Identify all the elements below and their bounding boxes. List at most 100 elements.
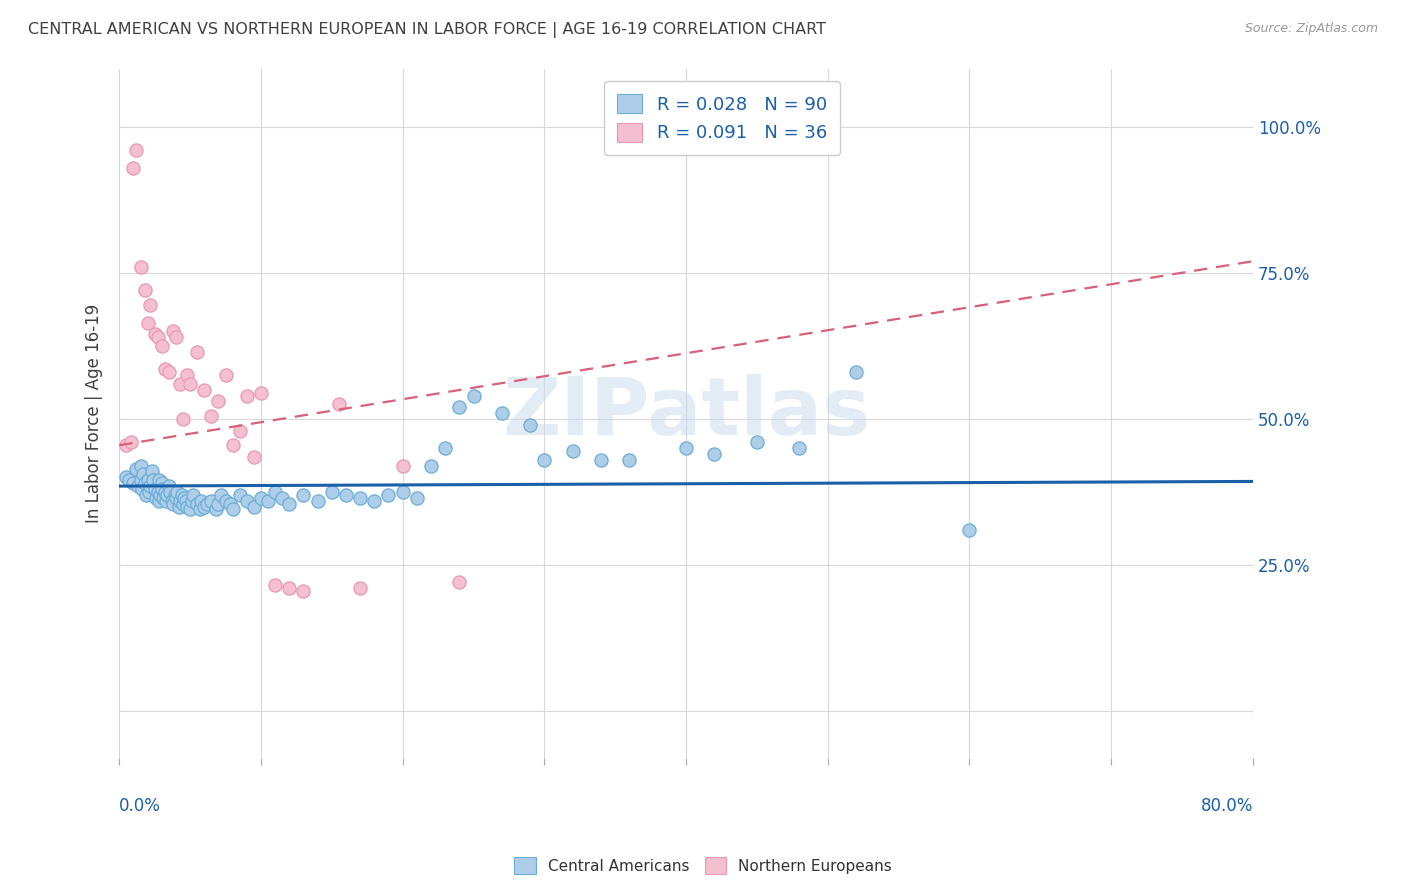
Point — [145, 491, 167, 505]
Point — [420, 458, 443, 473]
Point — [391, 485, 413, 500]
Point — [250, 491, 273, 505]
Point — [179, 376, 201, 391]
Point — [349, 582, 371, 596]
Point — [170, 488, 193, 502]
Point — [335, 488, 357, 502]
Point — [149, 488, 172, 502]
Point — [214, 493, 236, 508]
Point — [172, 497, 194, 511]
Point — [349, 491, 371, 505]
Point — [115, 438, 138, 452]
Point — [159, 485, 181, 500]
Point — [148, 473, 170, 487]
Point — [136, 473, 159, 487]
Point — [257, 493, 280, 508]
Point — [150, 482, 173, 496]
Point — [173, 491, 195, 505]
Point — [207, 497, 229, 511]
Point — [218, 497, 240, 511]
Point — [141, 465, 163, 479]
Point — [166, 485, 188, 500]
Point — [292, 488, 315, 502]
Point — [405, 491, 427, 505]
Point — [200, 493, 222, 508]
Point — [162, 497, 184, 511]
Point — [129, 458, 152, 473]
Point — [125, 461, 148, 475]
Point — [236, 493, 259, 508]
Point — [204, 502, 226, 516]
Point — [491, 406, 513, 420]
Point — [172, 412, 194, 426]
Point — [134, 476, 156, 491]
Point — [278, 497, 301, 511]
Point — [118, 473, 141, 487]
Point — [138, 485, 160, 500]
Text: ZIPatlas: ZIPatlas — [502, 374, 870, 452]
Point — [209, 488, 232, 502]
Point — [292, 584, 315, 599]
Point — [236, 388, 259, 402]
Point — [228, 488, 250, 502]
Point — [180, 493, 202, 508]
Point — [136, 316, 159, 330]
Point — [243, 500, 266, 514]
Point — [271, 491, 294, 505]
Point — [150, 339, 173, 353]
Point — [250, 385, 273, 400]
Point — [195, 497, 218, 511]
Point — [148, 493, 170, 508]
Point — [703, 447, 725, 461]
Point — [160, 493, 183, 508]
Point — [264, 578, 287, 592]
Point — [162, 324, 184, 338]
Point — [214, 368, 236, 383]
Point — [122, 161, 145, 175]
Point — [142, 473, 165, 487]
Point — [589, 452, 612, 467]
Point — [278, 582, 301, 596]
Point — [221, 502, 243, 516]
Point — [463, 388, 485, 402]
Point — [449, 401, 471, 415]
Point — [132, 467, 155, 482]
Point — [143, 327, 166, 342]
Point — [165, 330, 187, 344]
Point — [129, 473, 152, 487]
Point — [150, 476, 173, 491]
Point — [186, 344, 208, 359]
Point — [179, 502, 201, 516]
Point — [363, 493, 385, 508]
Y-axis label: In Labor Force | Age 16-19: In Labor Force | Age 16-19 — [86, 303, 103, 523]
Point — [176, 368, 198, 383]
Point — [181, 488, 204, 502]
Point — [139, 479, 162, 493]
Point — [115, 470, 138, 484]
Point — [157, 479, 180, 493]
Point — [143, 482, 166, 496]
Point — [190, 493, 212, 508]
Point — [134, 284, 156, 298]
Point — [221, 438, 243, 452]
Point — [845, 365, 868, 379]
Point — [193, 500, 215, 514]
Point — [153, 362, 176, 376]
Point — [377, 488, 399, 502]
Point — [127, 479, 149, 493]
Point — [186, 497, 208, 511]
Point — [789, 441, 811, 455]
Point — [146, 485, 169, 500]
Point — [561, 444, 583, 458]
Legend: R = 0.028   N = 90, R = 0.091   N = 36: R = 0.028 N = 90, R = 0.091 N = 36 — [605, 81, 839, 155]
Point — [228, 424, 250, 438]
Point — [188, 502, 211, 516]
Point — [139, 298, 162, 312]
Point — [321, 485, 343, 500]
Point — [155, 493, 177, 508]
Point — [165, 491, 187, 505]
Point — [129, 260, 152, 274]
Point — [619, 452, 641, 467]
Text: 80.0%: 80.0% — [1201, 797, 1253, 814]
Legend: Central Americans, Northern Europeans: Central Americans, Northern Europeans — [508, 851, 898, 880]
